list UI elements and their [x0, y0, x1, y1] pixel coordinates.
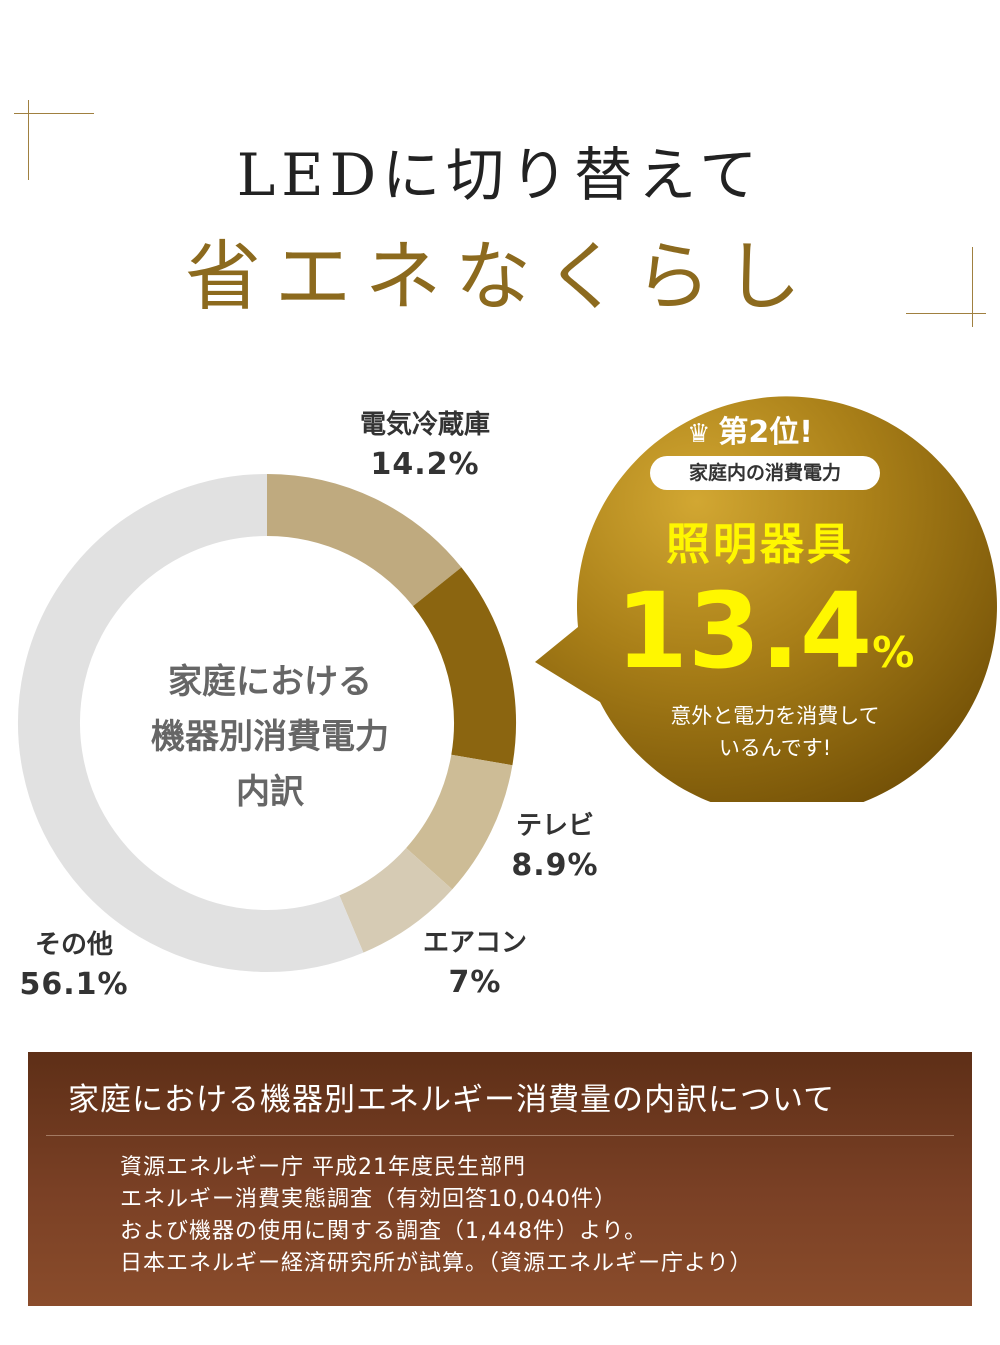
- highlight-item-name: 照明器具: [666, 519, 854, 570]
- corner-line-br-h: [906, 313, 986, 314]
- label-aircon-name: エアコン: [422, 928, 527, 958]
- donut-slice-tv: [405, 753, 513, 890]
- donut-center-label: 家庭における 機器別消費電力 内訳: [110, 655, 430, 820]
- label-aircon-value: 7%: [448, 965, 502, 1000]
- rank-label: 第2位!: [718, 415, 813, 450]
- label-refrigerator: 電気冷蔵庫 14.2%: [320, 407, 530, 487]
- center-line-3: 内訳: [236, 772, 304, 812]
- page-title: LEDに切り替えて: [236, 141, 764, 209]
- source-line: エネルギー消費実態調査（有効回答10,040件）: [120, 1187, 617, 1212]
- label-other: その他 56.1%: [14, 927, 134, 1007]
- corner-line-tl-v: [28, 100, 29, 180]
- source-info-lines: 資源エネルギー庁 平成21年度民生部門 エネルギー消費実態調査（有効回答10,0…: [120, 1152, 753, 1280]
- label-refrigerator-name: 電気冷蔵庫: [359, 410, 490, 440]
- highlight-number: 13.4: [615, 570, 873, 692]
- label-other-name: その他: [34, 930, 113, 960]
- label-tv: テレビ 8.9%: [490, 808, 620, 888]
- highlight-note-line-1: 意外と電力を消費して: [670, 704, 880, 728]
- donut-slice-aircon: [338, 847, 453, 953]
- source-info-box: 家庭における機器別エネルギー消費量の内訳について 資源エネルギー庁 平成21年度…: [28, 1052, 972, 1306]
- corner-line-tl-h: [14, 113, 94, 114]
- corner-line-br-v: [972, 247, 973, 327]
- bubble-subtitle-pill: 家庭内の消費電力: [650, 456, 880, 490]
- highlight-note-line-2: いるんです!: [718, 736, 832, 760]
- donut-slice-lighting: [412, 567, 516, 766]
- donut-slice-other: [18, 474, 364, 972]
- source-line: 資源エネルギー庁 平成21年度民生部門: [120, 1155, 526, 1180]
- crown-icon: ♛: [687, 418, 711, 449]
- page-subtitle: 省エネなくらし: [185, 232, 815, 321]
- highlight-note: 意外と電力を消費して いるんです!: [630, 700, 920, 764]
- donut-slice-refrigerator: [266, 474, 462, 607]
- highlight-bubble: [535, 396, 997, 802]
- rank-badge: ♛ 第2位!: [640, 407, 860, 451]
- label-tv-value: 8.9%: [511, 848, 599, 883]
- label-tv-name: テレビ: [515, 811, 594, 841]
- donut-chart: [18, 474, 516, 972]
- source-line: 日本エネルギー経済研究所が試算。（資源エネルギー庁より）: [120, 1251, 753, 1276]
- center-line-1: 家庭における: [168, 662, 372, 702]
- source-line: および機器の使用に関する調査（1,448件）より。: [120, 1219, 648, 1244]
- highlight-unit: %: [872, 628, 915, 677]
- source-info-divider: [46, 1135, 954, 1136]
- source-info-title: 家庭における機器別エネルギー消費量の内訳について: [68, 1082, 836, 1118]
- highlight-value: 13.4%: [600, 570, 930, 692]
- label-refrigerator-value: 14.2%: [370, 447, 480, 482]
- center-line-2: 機器別消費電力: [151, 717, 389, 757]
- bubble-shape: [535, 396, 997, 802]
- label-aircon: エアコン 7%: [400, 925, 550, 1005]
- label-other-value: 56.1%: [19, 967, 129, 1002]
